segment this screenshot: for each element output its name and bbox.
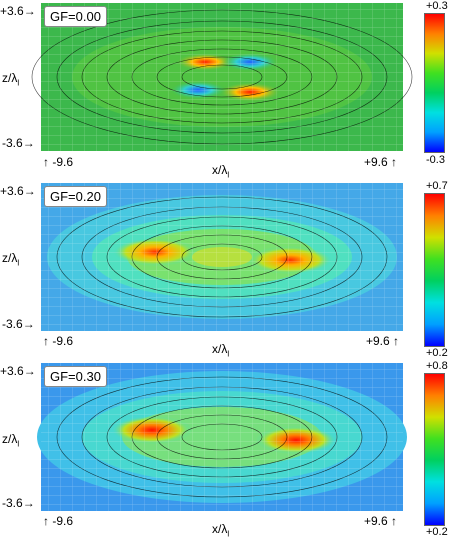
field-plot xyxy=(31,3,413,151)
colorbar-max: +0.7 xyxy=(426,180,448,192)
arrow-up-icon: ↑ xyxy=(43,514,49,528)
colorbar xyxy=(424,193,445,347)
z-bottom-label: -3.6 xyxy=(2,317,23,331)
x-right-label: +9.6 xyxy=(366,334,390,348)
field-plot xyxy=(41,183,403,331)
z-bottom-label: -3.6 xyxy=(2,136,23,150)
arrow-up-icon: ↑ xyxy=(391,514,398,528)
colorbar xyxy=(424,13,445,153)
gf-label: GF=0.30 xyxy=(44,366,107,387)
x-left-label: -9.6 xyxy=(52,514,74,528)
z-axis-label: z/λl xyxy=(2,251,20,268)
arrow-up-icon: ↑ xyxy=(393,334,400,348)
gf-label: GF=0.00 xyxy=(44,6,107,27)
colorbar-min: +0.2 xyxy=(426,347,448,359)
arrow-up-icon: ↑ xyxy=(391,155,398,169)
x-axis-label: x/λl xyxy=(212,342,230,359)
x-right-label: +9.6 xyxy=(364,155,388,169)
gf-label: GF=0.20 xyxy=(44,186,107,207)
colorbar-min: -0.3 xyxy=(426,154,445,166)
field-plot xyxy=(37,363,407,511)
arrow-up-icon: ↑ xyxy=(43,334,49,348)
panel-gf-30: GF=0.30 +3.6→ z/λl -3.6→ ↑ -9.6 x/λl +9.… xyxy=(0,360,449,540)
arrow-right-icon: → xyxy=(23,364,36,378)
x-axis-label: x/λl xyxy=(212,163,230,180)
x-left-label: -9.6 xyxy=(52,155,74,169)
z-bottom-label: -3.6 xyxy=(2,496,23,510)
x-left-label: -9.6 xyxy=(52,334,74,348)
arrow-right-icon: → xyxy=(22,136,35,150)
colorbar xyxy=(424,373,445,526)
panel-gf-0: GF=0.00 +3.6→ z/λl -3.6→ ↑ -9.6 x/λl +9.… xyxy=(0,0,449,180)
x-right-label: +9.6 xyxy=(364,514,388,528)
arrow-up-icon: ↑ xyxy=(43,155,49,169)
z-axis-label: z/λl xyxy=(2,432,20,449)
colorbar-max: +0.8 xyxy=(426,360,448,372)
z-axis-label: z/λl xyxy=(2,71,20,88)
z-top-label: +3.6 xyxy=(0,4,24,18)
colorbar-max: +0.3 xyxy=(426,0,448,12)
z-top-label: +3.6 xyxy=(0,364,24,378)
colorbar-min: +0.2 xyxy=(426,526,448,538)
x-axis-label: x/λl xyxy=(212,522,230,539)
arrow-right-icon: → xyxy=(23,184,36,198)
panel-gf-20: GF=0.20 +3.6→ z/λl -3.6→ ↑ -9.6 x/λl +9.… xyxy=(0,180,449,360)
z-top-label: +3.6 xyxy=(0,184,24,198)
arrow-right-icon: → xyxy=(23,4,36,18)
arrow-right-icon: → xyxy=(22,496,35,510)
arrow-right-icon: → xyxy=(22,317,35,331)
